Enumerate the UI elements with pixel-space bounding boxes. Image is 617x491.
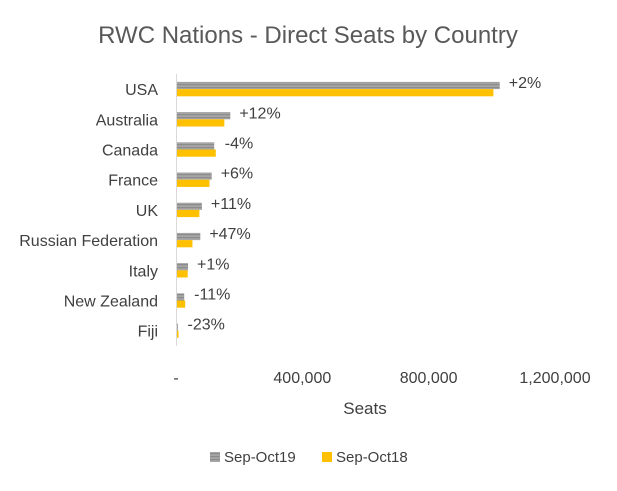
legend-label: Sep-Oct19 [224, 449, 296, 466]
bar-sep-oct19 [176, 202, 202, 210]
chart-title: RWC Nations - Direct Seats by Country [98, 22, 518, 49]
plot-area: USA +2% Australia +12% Canada -4% France +6% UK +… [19, 74, 591, 387]
legend-swatch [322, 452, 332, 462]
x-tick-label: - [173, 370, 178, 387]
x-tick-label: 400,000 [273, 370, 331, 387]
category-label: Italy [129, 263, 158, 280]
bar-sep-oct19 [176, 142, 215, 150]
data-label: -23% [188, 317, 225, 334]
bar-sep-oct18 [176, 300, 186, 308]
bar-sep-oct18 [176, 240, 193, 248]
category-label: USA [125, 82, 158, 99]
category-label: Russian Federation [19, 233, 158, 250]
bar-sep-oct19 [176, 232, 201, 241]
bar-sep-oct18 [176, 179, 210, 187]
bar-sep-oct18 [176, 209, 200, 218]
x-tick-label: 1,200,000 [519, 370, 590, 387]
data-label: +11% [211, 196, 251, 213]
x-tick-label: 800,000 [400, 370, 458, 387]
bar-sep-oct18 [176, 330, 179, 338]
category-label: Fiji [138, 324, 158, 341]
legend: Sep-Oct19 Sep-Oct18 [210, 449, 408, 466]
bar-sep-oct18 [176, 119, 225, 127]
bar-sep-oct18 [176, 149, 216, 157]
category-label: Canada [102, 143, 158, 160]
category-label: New Zealand [64, 294, 158, 311]
data-label: +1% [197, 256, 229, 273]
data-label: +12% [239, 105, 280, 122]
bar-sep-oct18 [176, 270, 188, 278]
legend-label: Sep-Oct18 [336, 449, 408, 466]
category-label: UK [136, 203, 159, 220]
legend-swatch [210, 452, 220, 462]
category-label: France [108, 173, 158, 190]
x-axis-title: Seats [343, 399, 386, 418]
data-label: +6% [221, 166, 253, 183]
bar-sep-oct19 [176, 81, 500, 90]
category-label: Australia [96, 112, 158, 129]
bar-sep-oct19 [176, 112, 231, 120]
data-label: -11% [194, 287, 230, 304]
data-label: -4% [225, 136, 253, 153]
data-label: +2% [509, 75, 541, 92]
bar-sep-oct18 [176, 89, 494, 97]
bar-sep-oct19 [176, 172, 212, 180]
data-label: +47% [209, 226, 250, 243]
bar-sep-oct19 [176, 293, 185, 301]
bar-sep-oct19 [176, 263, 189, 271]
